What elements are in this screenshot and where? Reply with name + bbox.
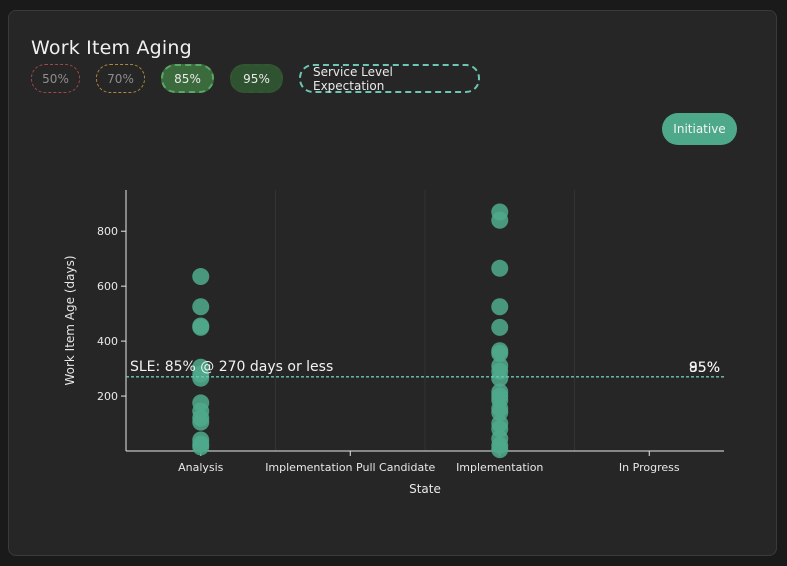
- y-tick-label: 600: [97, 280, 118, 293]
- work-item-point[interactable]: [491, 318, 509, 336]
- y-tick-label: 800: [97, 225, 118, 238]
- work-item-point[interactable]: [192, 413, 210, 431]
- y-tick-label: 200: [97, 390, 118, 403]
- work-item-point[interactable]: [491, 211, 509, 229]
- initiative-filter-button[interactable]: Initiative: [662, 113, 737, 145]
- x-tick-label: Analysis: [178, 461, 224, 474]
- toggle-85-percentile[interactable]: 85%: [161, 64, 214, 93]
- chart-title: Work Item Aging: [31, 37, 192, 59]
- work-item-point[interactable]: [192, 438, 210, 456]
- work-item-point[interactable]: [491, 259, 509, 277]
- work-item-point[interactable]: [491, 369, 509, 387]
- sle-percentile-label: 85%: [689, 360, 720, 376]
- percentile-toggle-group: 50% 70% 85% 95% Service Level Expectatio…: [31, 64, 480, 93]
- x-tick-label: Implementation: [456, 461, 543, 474]
- work-item-point[interactable]: [192, 318, 210, 336]
- x-tick-label: Implementation Pull Candidate: [265, 461, 435, 474]
- x-tick-label: In Progress: [619, 461, 680, 474]
- sle-line: SLE: 85% @ 270 days or less 85%95%: [126, 359, 724, 378]
- work-item-point[interactable]: [491, 441, 509, 459]
- y-axis-label: Work Item Age (days): [63, 255, 77, 385]
- work-item-point[interactable]: [491, 298, 509, 316]
- data-points: [192, 203, 509, 459]
- work-item-point[interactable]: [491, 344, 509, 362]
- sle-label: SLE: 85% @ 270 days or less: [130, 359, 333, 375]
- toggle-70-percentile[interactable]: 70%: [96, 64, 145, 93]
- percentile-line-label: 95%: [689, 360, 720, 376]
- toggle-service-level-expectation[interactable]: Service Level Expectation: [299, 64, 480, 93]
- toggle-95-percentile[interactable]: 95%: [230, 64, 283, 93]
- axes: 200 400 600 800 Analysis Implementation Pull …: [97, 190, 724, 474]
- x-axis-label: State: [409, 482, 441, 496]
- toggle-50-percentile[interactable]: 50%: [31, 64, 80, 93]
- y-tick-label: 400: [97, 335, 118, 348]
- grid-lines: [275, 190, 575, 451]
- work-item-aging-card: [8, 10, 777, 556]
- work-item-point[interactable]: [192, 298, 210, 316]
- work-item-point[interactable]: [192, 268, 210, 286]
- work-item-point[interactable]: [192, 369, 210, 387]
